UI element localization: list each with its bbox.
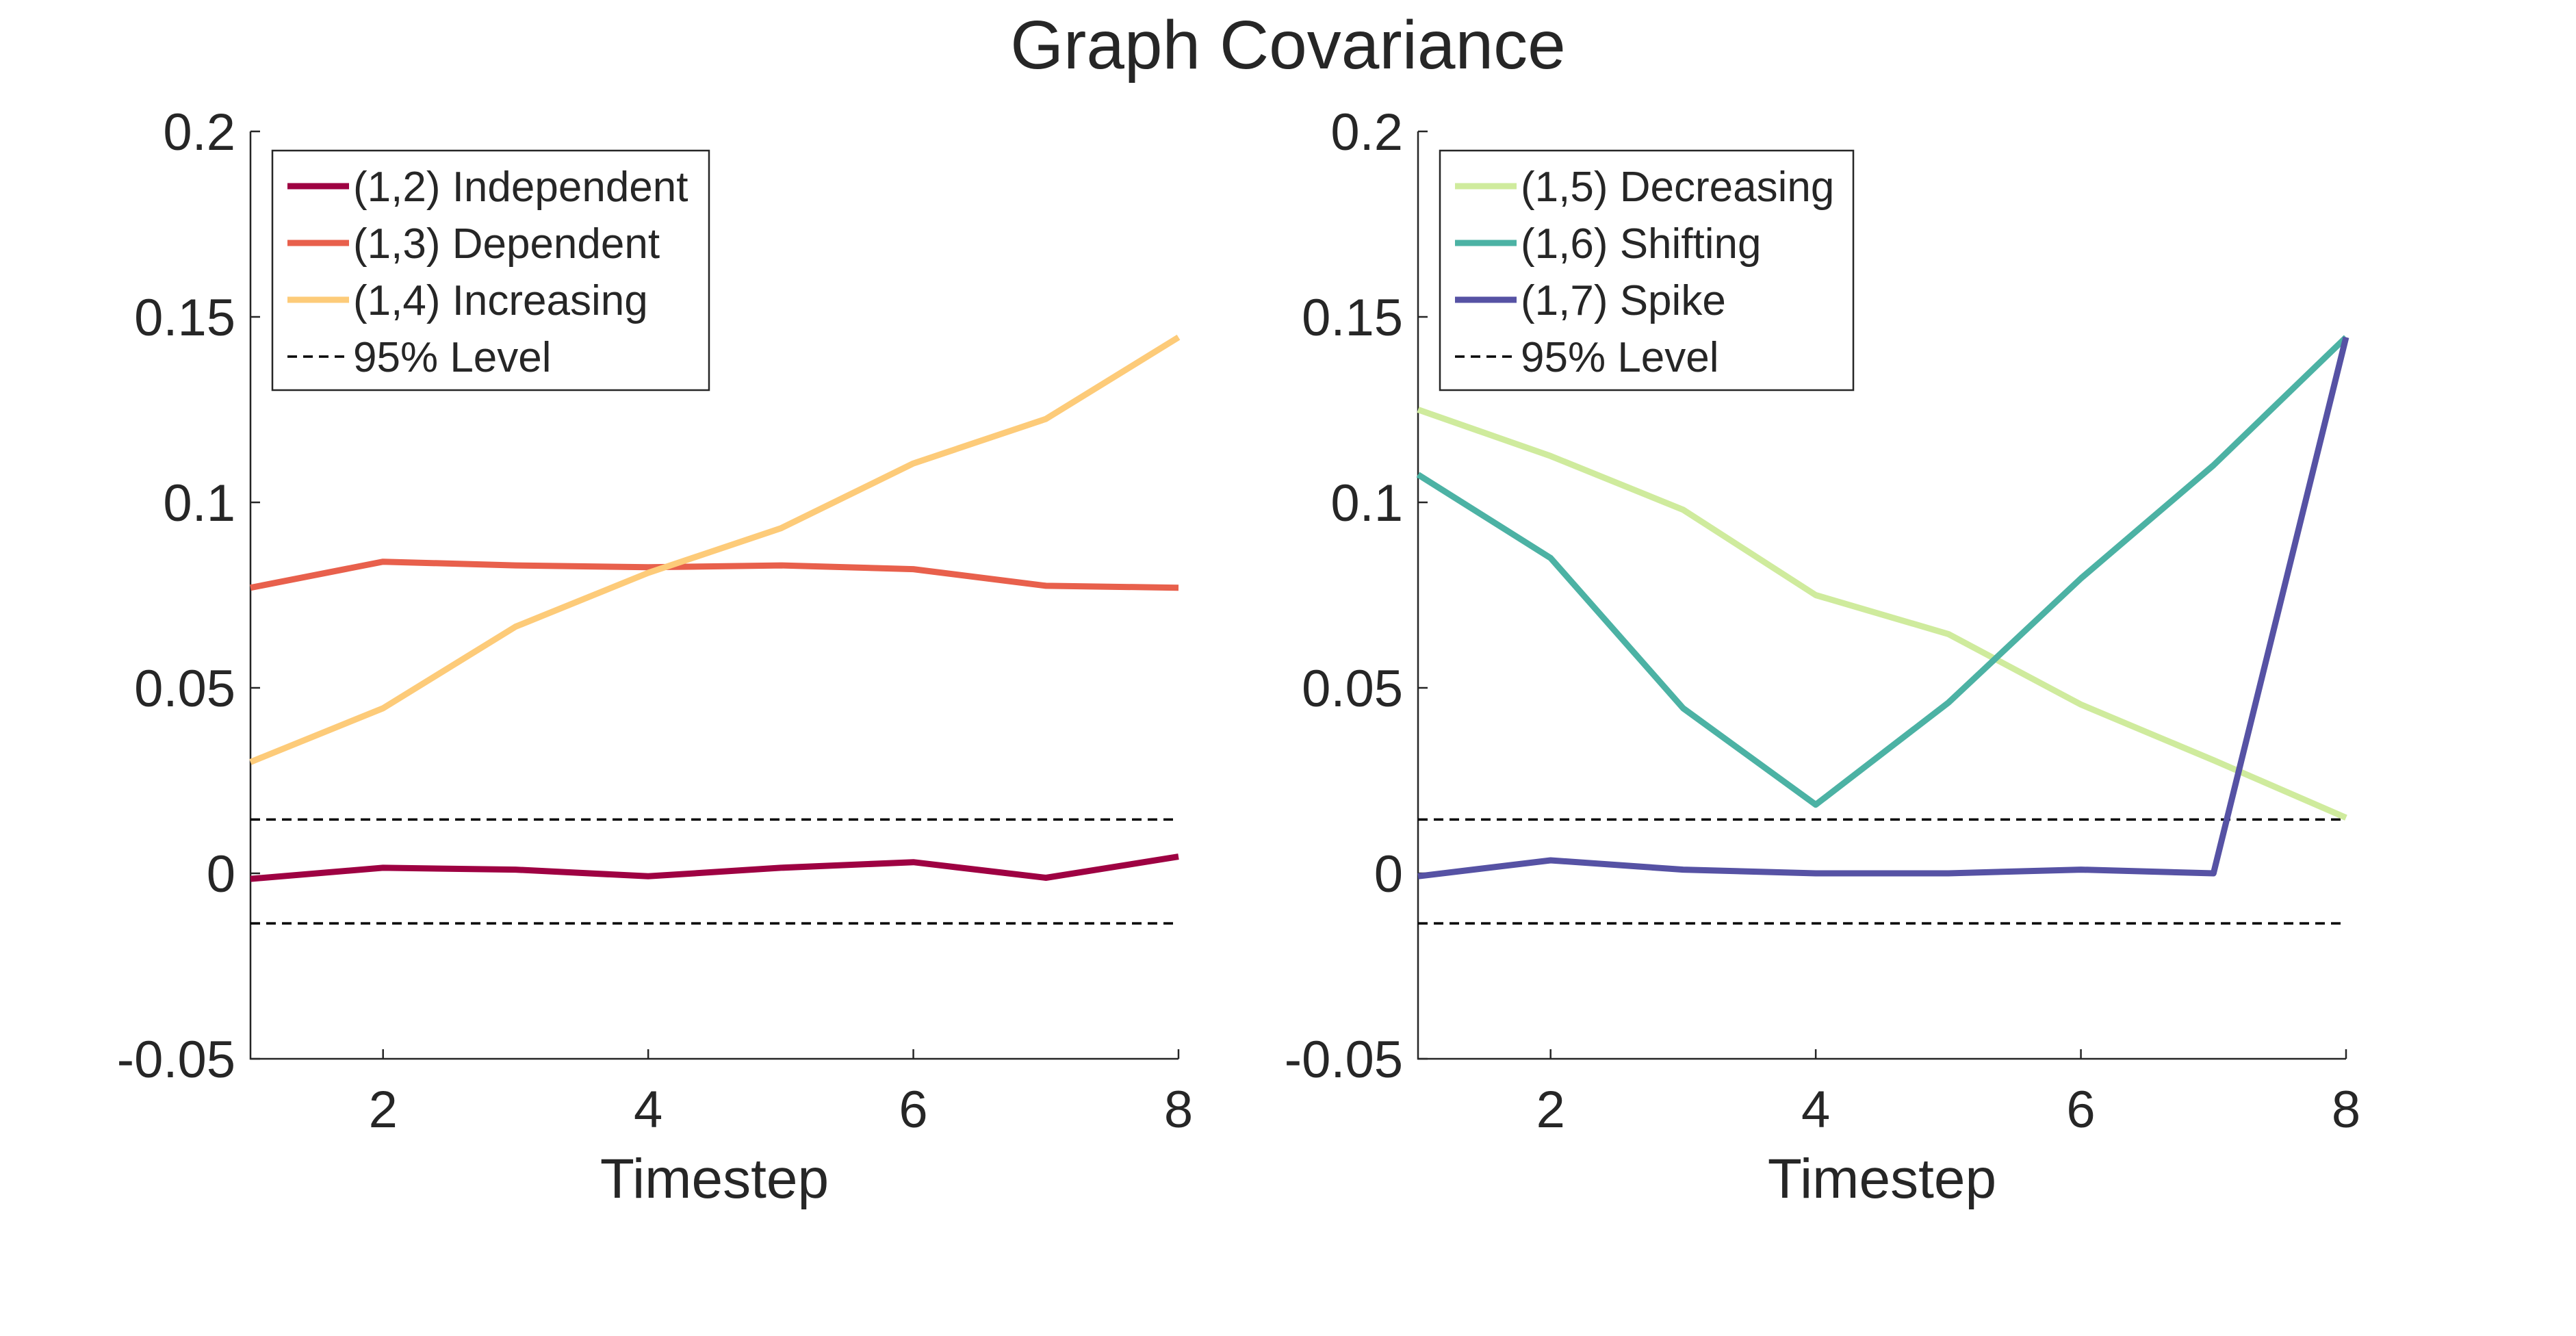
right-series-line-1-6-shifting xyxy=(1416,335,2349,808)
right-legend-label-1-7-spike: (1,7) Spike xyxy=(1521,277,1726,324)
right-x-axis-label: Timestep xyxy=(1768,1148,1996,1210)
right-series-line-1-7-spike xyxy=(1417,336,2349,879)
right-y-tick-label: 0.05 xyxy=(1302,660,1403,718)
left-x-tick-label: 6 xyxy=(899,1081,927,1139)
left-panel: -0.05 0 0.05 0.1 0.15 0.2 2 4 6 8 Timestep (1,2) In… xyxy=(117,103,1193,1210)
left-x-tick-label: 4 xyxy=(634,1081,662,1139)
right-y-tick-label: 0.15 xyxy=(1302,289,1403,347)
right-x-tick-label: 6 xyxy=(2066,1081,2095,1139)
left-y-tick-label: 0.2 xyxy=(163,103,235,162)
left-series-line-1-4-increasing xyxy=(249,334,1181,765)
right-legend-label-1-5-decreasing: (1,5) Decreasing xyxy=(1521,164,1834,211)
right-x-tick-label: 4 xyxy=(1801,1081,1830,1139)
left-y-tick-label: -0.05 xyxy=(117,1031,235,1089)
left-x-tick-label: 8 xyxy=(1164,1081,1193,1139)
left-x-tick-label: 2 xyxy=(369,1081,398,1139)
right-legend-box xyxy=(1439,149,1855,391)
right-legend-label-95-level: 95% Level xyxy=(1521,334,1719,381)
right-legend: (1,5) Decreasing (1,6) Shifting (1,7) Spik… xyxy=(1439,149,1855,391)
left-legend-label-1-4-increasing: (1,4) Increasing xyxy=(353,277,648,324)
right-legend-label-1-6-shifting: (1,6) Shifting xyxy=(1521,220,1762,268)
left-legend-box xyxy=(271,149,710,391)
left-legend-label-1-2-independent: (1,2) Independent xyxy=(353,164,688,211)
right-x-tick-label: 8 xyxy=(2332,1081,2360,1139)
left-x-axis-label: Timestep xyxy=(600,1148,829,1210)
figure-title: Graph Covariance xyxy=(1010,7,1566,84)
left-legend-label-1-3-dependent: (1,3) Dependent xyxy=(353,220,660,268)
right-y-tick-label: 0.2 xyxy=(1330,103,1403,162)
left-legend: (1,2) Independent (1,3) Dependent (1,4) In… xyxy=(271,149,710,391)
right-y-tick-label: -0.05 xyxy=(1285,1031,1403,1089)
left-y-tick-label: 0.15 xyxy=(134,289,235,347)
left-y-tick-label: 0.1 xyxy=(163,474,235,532)
left-y-tick-label: 0 xyxy=(207,845,235,903)
right-y-tick-label: 0.1 xyxy=(1330,474,1403,532)
left-series-line-1-2-independent xyxy=(250,853,1179,882)
left-series-line-1-3-dependent xyxy=(250,558,1179,591)
right-panel: -0.05 0 0.05 0.1 0.15 0.2 2 4 6 8 Timestep (1,5) De… xyxy=(1285,103,2360,1210)
right-x-tick-label: 2 xyxy=(1536,1081,1565,1139)
right-series-line-1-5-decreasing xyxy=(1417,407,2347,821)
left-y-tick-label: 0.05 xyxy=(134,660,235,718)
right-y-tick-label: 0 xyxy=(1374,845,1403,903)
left-legend-label-95-level: 95% Level xyxy=(353,334,552,381)
